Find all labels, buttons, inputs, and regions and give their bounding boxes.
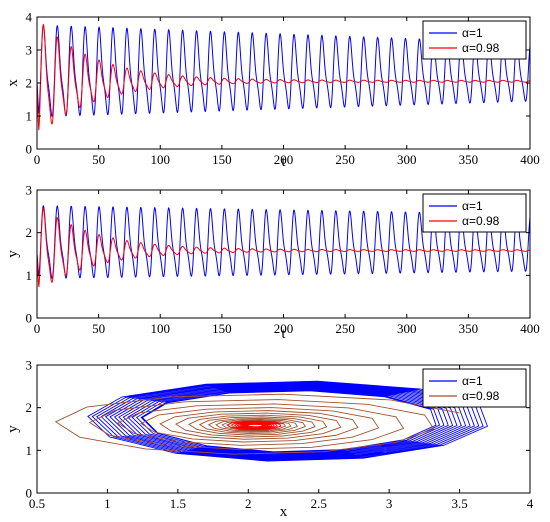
x-tick-label: 50 [92,321,105,336]
x-tick-label: 100 [151,321,171,336]
x-tick-label: 3.5 [451,496,467,511]
legend: α=1α=0.98 [422,368,527,408]
x-tick-label: 350 [459,152,479,167]
x-tick-label: 2 [245,496,252,511]
y-axis-label: x [5,79,21,87]
legend-box [422,193,527,233]
y-axis-label: y [5,250,21,258]
y-tick-label: 3 [26,43,33,58]
x-tick-label: 100 [151,152,171,167]
chart-panel-phase-plane: 0.5 1 1.5 2 2.5 3 3.5 4 0 1 2 3 x y α=1α=0.98 [5,358,534,521]
y-tick-label: 0 [26,142,33,157]
series-line-2-inner [226,420,284,431]
chart-panel-y-vs-t: 0 50 100 150 200 250 300 350 400 0 1 2 3 t y α=1α=0.98 [5,183,540,343]
y-tick-label: 4 [26,10,33,25]
x-tick-label: 50 [92,152,105,167]
x-tick-label: 200 [274,152,294,167]
x-axis-label: t [281,326,286,342]
series-line-2 [37,23,530,131]
x-tick-label: 200 [274,321,294,336]
x-tick-label: 4 [527,496,534,511]
y-tick-label: 0 [26,311,33,326]
x-tick-label: 0 [34,152,41,167]
x-tick-label: 0.5 [29,496,45,511]
x-tick-label: 3 [386,496,393,511]
legend-box [422,20,527,60]
x-tick-label: 250 [335,321,355,336]
x-tick-label: 300 [397,321,417,336]
plot-series [54,380,489,462]
legend-entry-1: α=1 [462,199,483,213]
legend-entry-2: α=0.98 [462,389,500,403]
y-axis-label: y [5,425,21,433]
chart-panel-x-vs-t: 0 50 100 150 200 250 300 350 400 0 1 2 3 4 t x α=1α=0.98 [5,10,540,171]
x-tick-label: 150 [212,321,232,336]
axes-box [36,364,531,494]
legend: α=1α=0.98 [422,193,527,233]
x-tick-label: 350 [459,321,479,336]
y-tick-label: 0 [26,486,33,501]
series-line-2 [37,207,530,288]
legend: α=1α=0.98 [422,20,527,60]
y-tick-label: 1 [26,443,33,458]
y-tick-label: 3 [26,183,33,198]
x-tick-label: 0 [34,321,41,336]
series-line-2 [54,393,460,455]
legend-entry-2: α=0.98 [462,41,500,55]
legend-entry-2: α=0.98 [462,214,500,228]
legend-box [422,368,527,408]
legend-entry-1: α=1 [462,26,483,40]
x-tick-label: 1.5 [170,496,186,511]
x-tick-label: 300 [397,152,417,167]
x-tick-label: 1 [104,496,111,511]
x-axis-label: x [280,504,288,520]
x-tick-label: 400 [520,321,540,336]
x-tick-label: 400 [520,152,540,167]
x-tick-label: 150 [212,152,232,167]
y-tick-label: 1 [26,109,33,124]
y-tick-label: 3 [26,358,33,373]
x-axis-label: t [281,154,286,170]
y-tick-label: 2 [26,400,33,415]
x-tick-label: 2.5 [311,496,327,511]
y-tick-label: 2 [26,76,33,91]
series-line-1 [87,380,489,462]
y-tick-label: 1 [26,268,33,283]
x-tick-label: 250 [335,152,355,167]
y-tick-label: 2 [26,225,33,240]
legend-entry-1: α=1 [462,374,483,388]
